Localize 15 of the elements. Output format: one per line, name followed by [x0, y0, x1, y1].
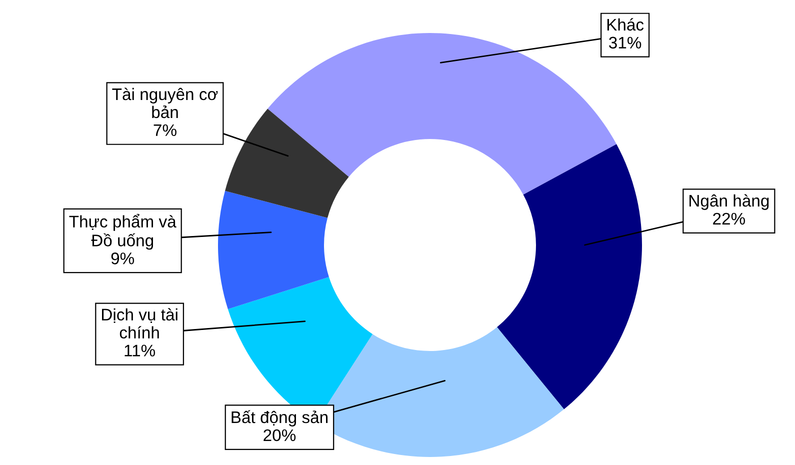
slice-label: Dịch vụ tài chính [102, 308, 178, 339]
data-label: 11% [124, 344, 156, 356]
data-label: 31% [608, 36, 642, 49]
slice-label: Thực phẩm và Đồ uống [69, 214, 176, 250]
donut-slice [225, 108, 349, 218]
data-label: 22% [713, 212, 746, 225]
slice-label: Bất động sản [232, 410, 328, 426]
data-label: 9% [111, 252, 134, 264]
donut-slice [496, 144, 642, 410]
data-label: 20% [264, 429, 296, 442]
slice-label: Khác [607, 18, 644, 31]
slice-label: Tài nguyên cơ bản [112, 88, 218, 118]
data-label: 7% [154, 124, 176, 136]
donut-slice [218, 190, 329, 310]
slice-label: Ngân hàng [690, 194, 769, 210]
